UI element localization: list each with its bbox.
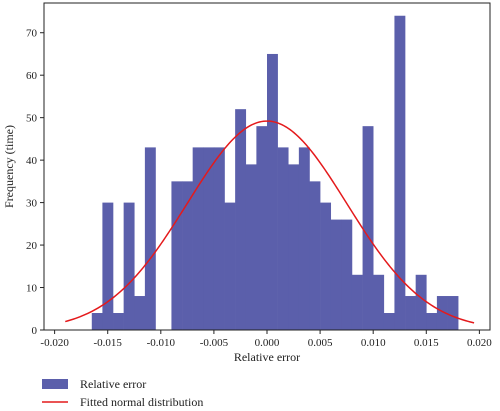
x-tick-label: -0.015: [94, 337, 123, 349]
y-tick-label: 50: [26, 113, 38, 125]
x-tick-label: -0.010: [147, 337, 176, 349]
histogram-bars: [91, 15, 459, 331]
histogram-bar: [351, 274, 363, 330]
x-tick-label: -0.020: [40, 337, 69, 349]
histogram-bar: [330, 219, 342, 330]
histogram-bar: [267, 53, 278, 331]
histogram-bar: [288, 164, 300, 330]
histogram-bar: [256, 126, 268, 330]
x-tick-label: 0.015: [414, 337, 439, 349]
x-tick-label: 0.005: [308, 337, 333, 349]
y-tick-label: 0: [32, 325, 38, 337]
y-tick-label: 40: [26, 155, 38, 167]
histogram-bar: [203, 147, 215, 330]
histogram-bar: [373, 274, 385, 330]
x-tick-label: -0.005: [200, 337, 229, 349]
x-tick-label: 0.010: [361, 337, 386, 349]
legend: Relative error Fitted normal distributio…: [42, 377, 203, 409]
fitted-normal-curve: [65, 120, 475, 324]
histogram-bar: [192, 147, 204, 330]
y-tick-label: 30: [26, 198, 38, 210]
histogram-bar: [245, 164, 257, 330]
legend-label-fitted-normal: Fitted normal distribution: [80, 395, 203, 409]
histogram-bar: [144, 147, 156, 330]
histogram-bar: [394, 15, 406, 331]
x-tick-label: 0.000: [255, 337, 280, 349]
histogram-bar: [309, 181, 321, 330]
histogram-bar: [235, 109, 247, 330]
x-axis-label: Relative error: [234, 350, 300, 364]
histogram-bar: [362, 126, 374, 330]
y-tick-label: 60: [26, 70, 38, 82]
histogram-bar: [383, 313, 395, 330]
legend-label-relative-error: Relative error: [80, 377, 146, 391]
histogram-bar: [415, 274, 427, 330]
histogram-bar: [182, 181, 193, 330]
y-tick-label: 20: [26, 240, 38, 252]
x-tick-label: 0.020: [467, 337, 492, 349]
histogram-bar: [298, 147, 310, 330]
histogram-bar: [134, 296, 146, 330]
y-axis-label: Frequency (time): [2, 125, 16, 208]
histogram-bar: [436, 296, 448, 330]
histogram-bar: [123, 202, 135, 330]
histogram-bar: [447, 296, 459, 330]
y-tick-label: 10: [26, 283, 38, 295]
histogram-bar: [405, 296, 416, 330]
histogram-bar: [102, 202, 114, 330]
legend-patch-relative-error: [42, 379, 68, 389]
y-tick-label: 70: [26, 28, 38, 40]
histogram-bar: [113, 313, 124, 330]
histogram-bar: [341, 219, 353, 330]
y-axis-ticks: 0 10 20 30 40 50 60 70: [26, 28, 44, 337]
histogram-bar: [171, 181, 183, 330]
histogram-bar: [224, 202, 236, 330]
histogram-bar: [213, 147, 225, 330]
histogram-bar: [426, 313, 438, 330]
histogram-bar: [277, 147, 289, 330]
histogram-bar: [91, 313, 103, 330]
x-axis-ticks: -0.020 -0.015 -0.010 -0.005 0.000 0.005 0.010 0…: [40, 330, 492, 349]
histogram-bar: [320, 202, 332, 330]
